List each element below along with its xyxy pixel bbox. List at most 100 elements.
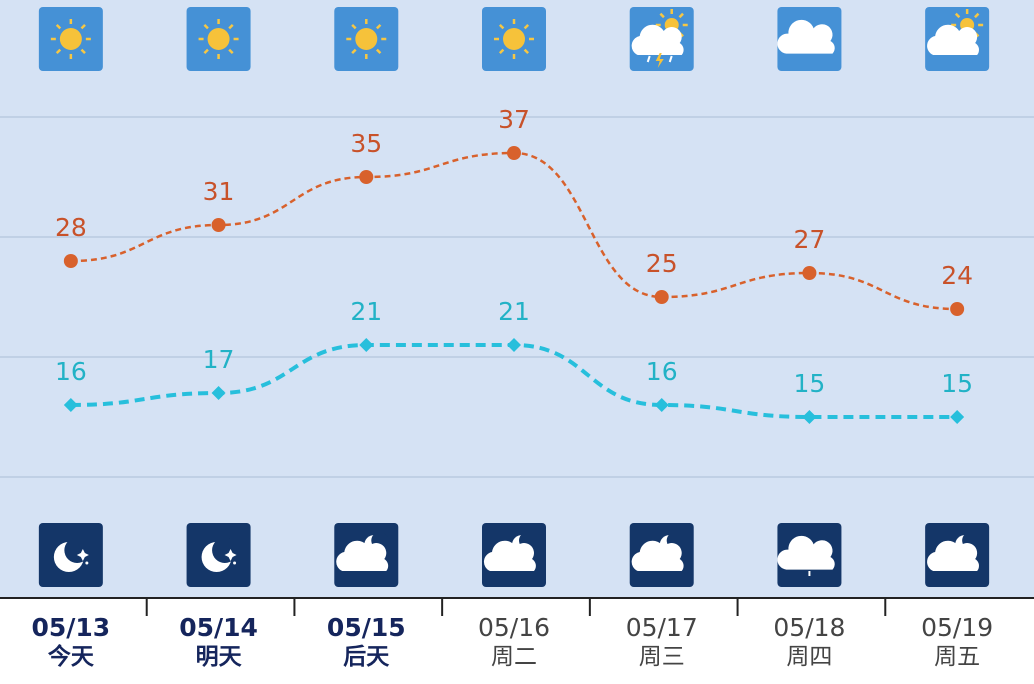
sun [355, 28, 378, 50]
cloud [631, 24, 684, 55]
cloud [777, 19, 835, 54]
sun-ray [376, 23, 382, 30]
date-label: 05/15 [327, 613, 406, 642]
value-label: 25 [646, 249, 678, 278]
weather-icon [482, 523, 546, 587]
value-label: 17 [203, 345, 235, 374]
day-label: 明天 [196, 644, 243, 670]
moon-cut [64, 537, 90, 563]
weather-icon [334, 523, 399, 587]
date-bar [0, 598, 1034, 684]
cloud [777, 535, 835, 570]
sun-ray [55, 48, 62, 55]
day-label: 周四 [786, 644, 832, 670]
sun-ray [523, 23, 530, 30]
point [63, 398, 78, 412]
point [802, 266, 817, 280]
weather-icon [925, 7, 990, 71]
point [507, 338, 521, 352]
weather-icon [38, 7, 103, 71]
moon-cut [212, 537, 238, 563]
value-label: 16 [55, 357, 87, 386]
star [85, 561, 89, 565]
sun-ray [954, 12, 961, 19]
point [211, 386, 226, 400]
weather-icon [777, 523, 842, 587]
value-label: 24 [941, 261, 973, 290]
sun-ray [498, 48, 505, 55]
sun-ray [376, 48, 382, 55]
date-label: 05/14 [179, 613, 258, 642]
value-label: 28 [55, 213, 87, 242]
day-label: 周三 [639, 644, 685, 670]
weather-icon [38, 523, 103, 587]
sun-ray [203, 23, 209, 30]
weather-icon [186, 7, 251, 71]
cloud [631, 540, 684, 571]
weather-icon [186, 523, 251, 587]
cloud [927, 540, 980, 571]
value-label: 31 [203, 177, 235, 206]
sun-ray [203, 48, 209, 55]
value-label: 15 [794, 369, 826, 398]
sun-ray [80, 48, 86, 55]
day-label: 周二 [491, 644, 537, 670]
weather-icon [334, 7, 399, 71]
value-label: 37 [498, 105, 530, 134]
sun [59, 28, 82, 50]
star [76, 549, 89, 561]
date-label: 05/18 [773, 613, 845, 642]
value-label: 27 [794, 225, 826, 254]
point [950, 302, 965, 316]
cloud [927, 24, 980, 55]
date-label: 05/16 [478, 613, 550, 642]
sun-ray [523, 48, 530, 55]
sun-ray [55, 23, 62, 30]
sun [207, 28, 230, 50]
icons [38, 7, 990, 587]
day-label: 周五 [934, 644, 980, 670]
sun-ray [80, 23, 86, 30]
sun-ray [678, 12, 684, 19]
weather-icon [629, 7, 694, 71]
point [802, 410, 817, 424]
sun-ray [228, 48, 234, 55]
date-label: 05/19 [921, 613, 993, 642]
value-label: 15 [941, 369, 973, 398]
day-label: 今天 [48, 643, 95, 670]
drop [668, 55, 673, 63]
date-label: 05/17 [626, 613, 698, 642]
star [233, 561, 237, 565]
plot: 28 31 35 37 25 27 24 16 17 21 21 16 15 15 [55, 105, 973, 424]
weather-icon [777, 7, 842, 71]
point [359, 338, 374, 352]
plot-bg [0, 0, 1034, 598]
date-label: 05/13 [31, 613, 110, 642]
value-label: 16 [646, 357, 678, 386]
cloud [336, 540, 389, 571]
day-label: 后天 [343, 644, 390, 670]
sun-ray [659, 12, 665, 19]
point [950, 410, 965, 424]
point [211, 218, 226, 232]
cloud [483, 540, 536, 571]
star [224, 549, 237, 561]
value-label: 21 [498, 297, 530, 326]
point [359, 170, 374, 184]
bolt [655, 53, 664, 68]
sun-ray [228, 23, 234, 30]
point [654, 398, 669, 412]
point [63, 254, 78, 268]
point [507, 146, 521, 160]
weather-icon [925, 523, 990, 587]
drop [646, 55, 651, 63]
sun-ray [351, 23, 357, 30]
value-label: 21 [350, 297, 382, 326]
sun-ray [974, 12, 980, 19]
value-label: 35 [350, 129, 382, 158]
weather-icon [629, 523, 694, 587]
weather-icon [482, 7, 546, 71]
point [654, 290, 669, 304]
sun [503, 28, 525, 50]
